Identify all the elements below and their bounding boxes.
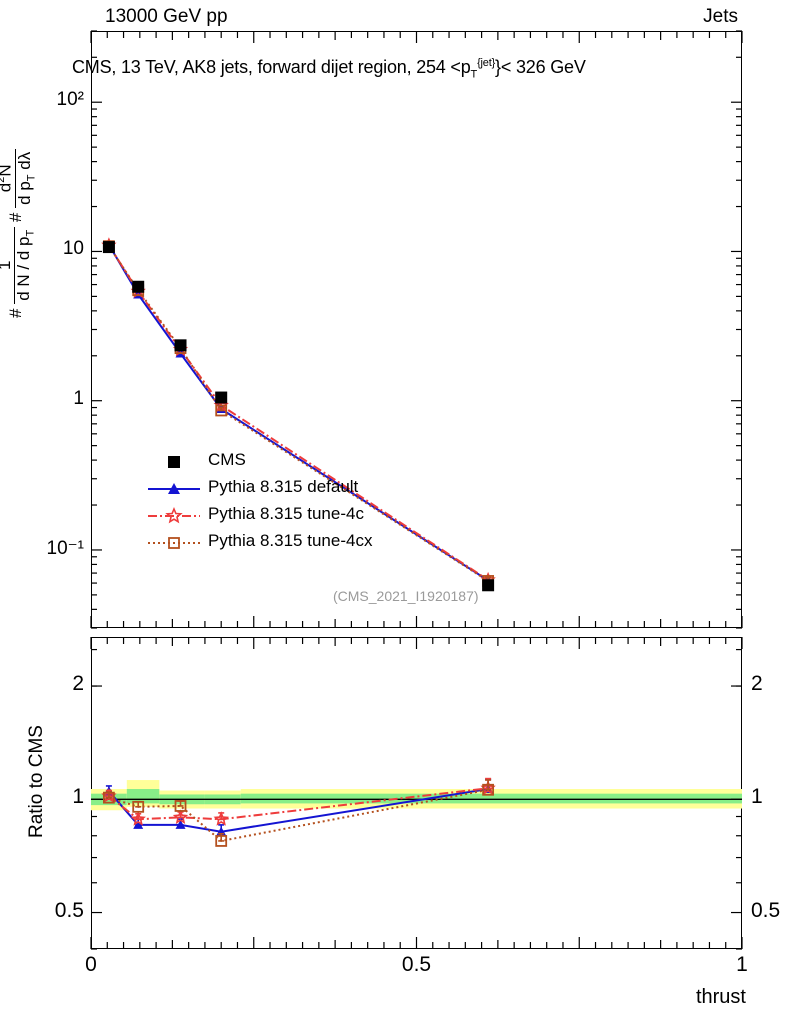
data-marker-pythia-default: [175, 819, 186, 829]
page-title: CMS, 13 TeV, AK8 jets, forward dijet reg…: [72, 57, 586, 81]
y-tick-label-ratio-right: 1: [751, 785, 763, 809]
data-marker-cms: [102, 241, 115, 254]
y-tick-label-ratio-right: 0.5: [751, 898, 781, 922]
data-marker-pythia-default: [133, 819, 144, 829]
series-line-pythia-8-315-tune-4cx: [108, 245, 489, 582]
y-tick-label-ratio-left: 2: [72, 672, 84, 696]
series-line-pythia-8-315-tune-4c: [108, 244, 489, 581]
ratio-uncertainty-band-inner: [240, 793, 743, 804]
legend-label: CMS: [208, 450, 246, 469]
title-superscript: {jet}: [477, 57, 496, 69]
x-tick-label: 1: [736, 953, 748, 976]
y-tick-label-main: 10²: [56, 89, 84, 111]
legend-label: Pythia 8.315 default: [208, 477, 359, 496]
title-prefix: CMS, 13 TeV, AK8 jets, forward dijet reg…: [72, 57, 471, 77]
data-marker-pythia-4cx: [103, 791, 115, 804]
data-marker-cms: [482, 579, 495, 592]
data-marker-pythia-4cx: [215, 835, 228, 847]
data-marker-pythia-4c: [130, 811, 146, 826]
header-left-beam-label: 13000 GeV pp: [105, 6, 228, 27]
x-tick-label: 0.5: [401, 953, 432, 976]
legend-swatch: [168, 456, 180, 468]
data-marker-cms: [132, 280, 145, 293]
data-marker-pythia-4c: [213, 811, 229, 826]
x-axis-title: thrust: [695, 986, 746, 1008]
title-subscript: T: [470, 68, 478, 81]
header-right-category-label: Jets: [703, 6, 738, 27]
data-marker-pythia-4cx: [174, 800, 187, 812]
legend-label: Pythia 8.315 tune-4cx: [208, 531, 373, 550]
y-tick-label-main: 10⁻¹: [46, 537, 85, 559]
data-marker-pythia-4c: [172, 809, 189, 824]
analysis-id-watermark: (CMS_2021_I1920187): [333, 588, 479, 604]
y-tick-label-ratio-right: 2: [751, 672, 763, 696]
ratio-line-pythia-8-315-tune-4c: [108, 787, 489, 821]
legend-swatch: [148, 483, 200, 494]
y-tick-label-main: 10: [62, 238, 84, 260]
ratio-line-pythia-8-315-tune-4cx: [108, 788, 489, 843]
data-marker-cms: [174, 339, 187, 352]
data-marker-cms: [215, 391, 228, 404]
legend-label: Pythia 8.315 tune-4c: [208, 504, 364, 523]
legend-swatch: [148, 506, 200, 524]
data-marker-pythia-4cx: [132, 800, 145, 813]
data-marker-pythia-4cx: [215, 404, 228, 417]
data-marker-pythia-4cx: [482, 783, 495, 796]
legend-swatch: [148, 537, 200, 549]
title-suffix: }< 326 GeV: [495, 57, 586, 77]
y-tick-label-ratio-left: 0.5: [54, 898, 84, 922]
x-tick-label: 0: [85, 953, 97, 976]
y-tick-label-main: 1: [73, 387, 84, 409]
y-tick-label-ratio-left: 1: [72, 785, 84, 809]
